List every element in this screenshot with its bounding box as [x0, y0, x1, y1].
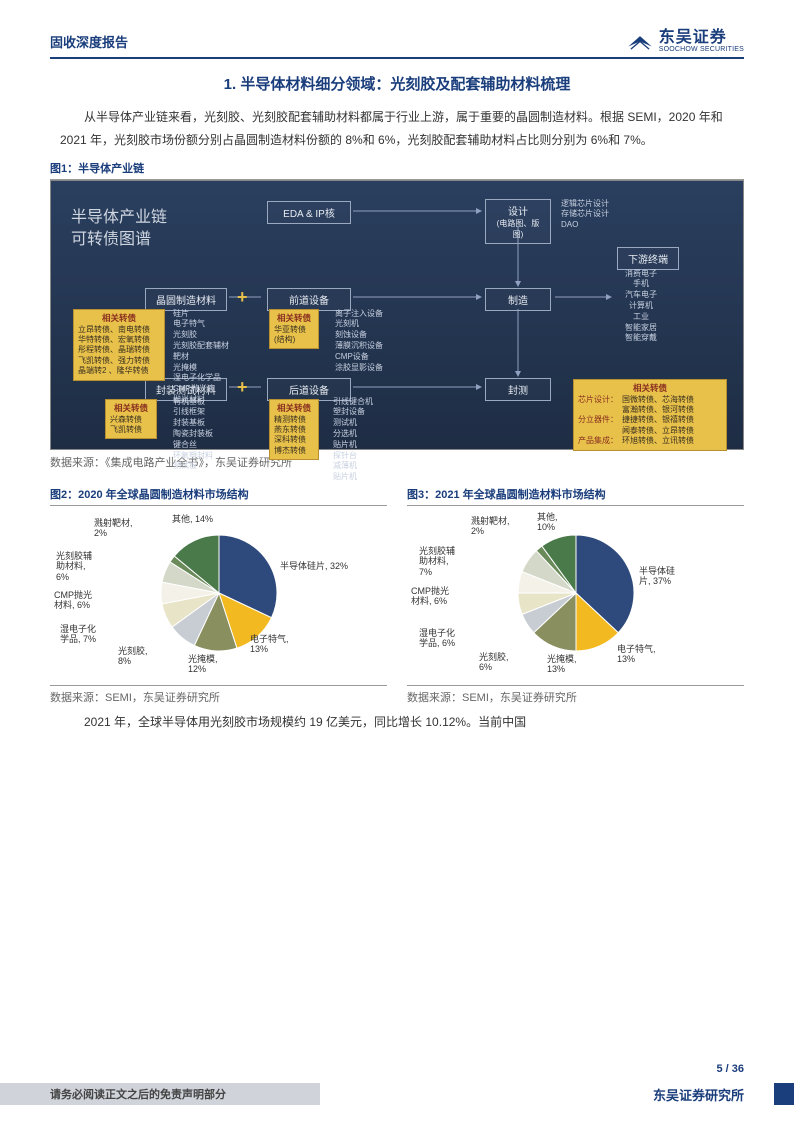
pie-label: 溅射靶材, 2%	[94, 518, 133, 540]
fig3: 图3：2021 年全球晶圆制造材料市场结构 半导体硅 片, 37% 电子特气, 1…	[407, 478, 744, 705]
small-3: 有机基板 引线框架 封装基板 陶瓷封装板 键合丝 环氧塑封料 测试板	[173, 397, 213, 473]
footer-accent	[774, 1083, 794, 1105]
yellow-1-title: 相关转债	[78, 313, 160, 324]
pie-label: CMP抛光 材料, 6%	[54, 590, 92, 612]
closing-paragraph: 2021 年，全球半导体用光刻胶市场规模约 19 亿美元，同比增长 10.12%…	[60, 711, 734, 734]
y5-r3: 环旭转债、立讯转债	[622, 436, 694, 446]
yellow-2: 相关转债华亚转债 (结构)	[269, 309, 319, 350]
y5-l2: 分立器件：	[578, 415, 622, 436]
fig2: 图2：2020 年全球晶圆制造材料市场结构 半导体硅片, 32% 电子特气, 13…	[50, 478, 387, 705]
yellow-4-body: 精测转债 燕东转债 深科转债 博杰转债	[274, 415, 306, 455]
fig2-title: 图2：2020 年全球晶圆制造材料市场结构	[50, 484, 387, 506]
pie-label: 光刻胶, 8%	[118, 646, 148, 668]
pie-label: 光刻胶辅 助材料, 6%	[56, 551, 92, 583]
y5-r1: 国微转债、芯海转债 富瀚转债、银河转债	[622, 395, 694, 416]
yellow-4: 相关转债精测转债 燕东转债 深科转债 博杰转债	[269, 399, 319, 461]
box-design-label: 设计	[492, 203, 544, 218]
y5-l3: 产品集成：	[578, 436, 622, 446]
svg-text:+: +	[237, 287, 248, 307]
yellow-5-title: 相关转债	[578, 383, 722, 394]
y5-r2: 捷捷转债、银禧转债 闻泰转债、立昂转债	[622, 415, 694, 436]
pie-label: 光掩模, 13%	[547, 654, 577, 676]
diagram-title-l1: 半导体产业链	[71, 207, 167, 229]
side-design-text: 逻辑芯片设计 存储芯片设计 DAO	[561, 199, 609, 231]
pie-label: 溅射靶材, 2%	[471, 516, 510, 538]
pie-label: 湿电子化 学品, 7%	[60, 624, 96, 646]
fig1-title: 图1：半导体产业链	[50, 158, 744, 180]
box-front-equip: 前道设备	[267, 288, 351, 311]
small-2: 离子注入设备 光刻机 刻蚀设备 薄膜沉积设备 CMP设备 涂胶显影设备	[335, 309, 383, 374]
yellow-3-body: 兴森转债 飞凯转债	[110, 415, 142, 434]
yellow-3: 相关转债兴森转债 飞凯转债	[105, 399, 157, 440]
yellow-1: 相关转债立昂转债、南电转债 华特转债、宏氧转债 彤程转债、晶瑞转债 飞凯转债、强…	[73, 309, 165, 381]
footer-org: 东吴证券研究所	[653, 1085, 744, 1104]
intro-paragraph: 从半导体产业链来看，光刻胶、光刻胶配套辅助材料都属于行业上游，属于重要的晶圆制造…	[60, 106, 734, 152]
report-type: 固收深度报告	[50, 32, 128, 51]
logo: 东吴证券 SOOCHOW SECURITIES	[627, 30, 744, 53]
pie-label: 湿电子化 学品, 6%	[419, 628, 455, 650]
pie-label: 电子特气, 13%	[250, 634, 289, 656]
yellow-1-body: 立昂转债、南电转债 华特转债、宏氧转债 彤程转债、晶瑞转债 飞凯转债、强力转债 …	[78, 325, 150, 376]
yellow-2-title: 相关转债	[274, 313, 314, 324]
logo-text-cn: 东吴证券	[659, 30, 744, 46]
page-number: 5 / 36	[716, 1063, 744, 1075]
box-eda: EDA & IP核	[267, 201, 351, 224]
diagram-title: 半导体产业链 可转债图谱	[71, 207, 167, 252]
pie-label: 其他, 10%	[537, 512, 558, 534]
box-design: 设计 (电路图、版图)	[485, 199, 551, 244]
box-design-sub: (电路图、版图)	[492, 218, 544, 240]
pie-label: 光刻胶, 6%	[479, 652, 509, 674]
header: 固收深度报告 东吴证券 SOOCHOW SECURITIES	[50, 30, 744, 59]
pie-label: 半导体硅片, 32%	[280, 561, 348, 572]
fig3-source: 数据来源：SEMI，东吴证券研究所	[407, 685, 744, 705]
yellow-3-title: 相关转债	[110, 403, 152, 414]
logo-text-en: SOOCHOW SECURITIES	[659, 46, 744, 53]
yellow-5: 相关转债 芯片设计：国微转债、芯海转债 富瀚转债、银河转债 分立器件：捷捷转债、…	[573, 379, 727, 451]
y5-l1: 芯片设计：	[578, 395, 622, 416]
fig3-pie: 半导体硅 片, 37% 电子特气, 13% 光掩模, 13% 光刻胶, 6% 湿电子化 …	[407, 506, 744, 681]
pie-label: 光掩模, 12%	[188, 654, 218, 676]
fig3-title: 图3：2021 年全球晶圆制造材料市场结构	[407, 484, 744, 506]
fig1-source: 数据来源：《集成电路产业全书》，东吴证券研究所	[50, 454, 744, 470]
small-4: 引线键合机 塑封设备 测试机 分选机 贴片机 探针台 减薄机 贴片机	[333, 397, 373, 483]
footer: 请务必阅读正文之后的免责声明部分 东吴证券研究所	[0, 1083, 794, 1105]
pie-label: CMP抛光 材料, 6%	[411, 586, 449, 608]
yellow-2-body: 华亚转债 (结构)	[274, 325, 306, 344]
pie-label: 半导体硅 片, 37%	[639, 566, 675, 588]
yellow-4-title: 相关转债	[274, 403, 314, 414]
fig2-source: 数据来源：SEMI，东吴证券研究所	[50, 685, 387, 705]
box-wafer-mat: 晶圆制造材料	[145, 288, 227, 311]
box-downstream: 下游终端	[617, 247, 679, 270]
svg-text:+: +	[237, 377, 248, 397]
pie-label: 电子特气, 13%	[617, 644, 656, 666]
downstream-list: 消费电子 手机 汽车电子 计算机 工业 智能家居 智能穿戴	[625, 269, 657, 345]
small-1: 硅片 电子特气 光刻胶 光刻胶配套辅材 靶材 光掩模 湿电子化学品 CMP抛光液…	[173, 309, 229, 406]
fig2-pie: 半导体硅片, 32% 电子特气, 13% 光掩模, 12% 光刻胶, 8% 湿电子化 学…	[50, 506, 387, 681]
fig1-diagram: 半导体产业链 可转债图谱 + + EDA & IP核 设计 (电路图、版图) 逻…	[50, 180, 744, 450]
section-title: 1. 半导体材料细分领域：光刻胶及配套辅助材料梳理	[50, 73, 744, 94]
footer-disclaimer: 请务必阅读正文之后的免责声明部分	[0, 1083, 320, 1105]
box-mfg: 制造	[485, 288, 551, 311]
pie-label: 光刻胶辅 助材料, 7%	[419, 546, 455, 578]
pie-label: 其他, 14%	[172, 514, 213, 525]
logo-icon	[627, 32, 653, 52]
diagram-title-l2: 可转债图谱	[71, 229, 167, 251]
box-pack-test: 封测	[485, 378, 551, 401]
